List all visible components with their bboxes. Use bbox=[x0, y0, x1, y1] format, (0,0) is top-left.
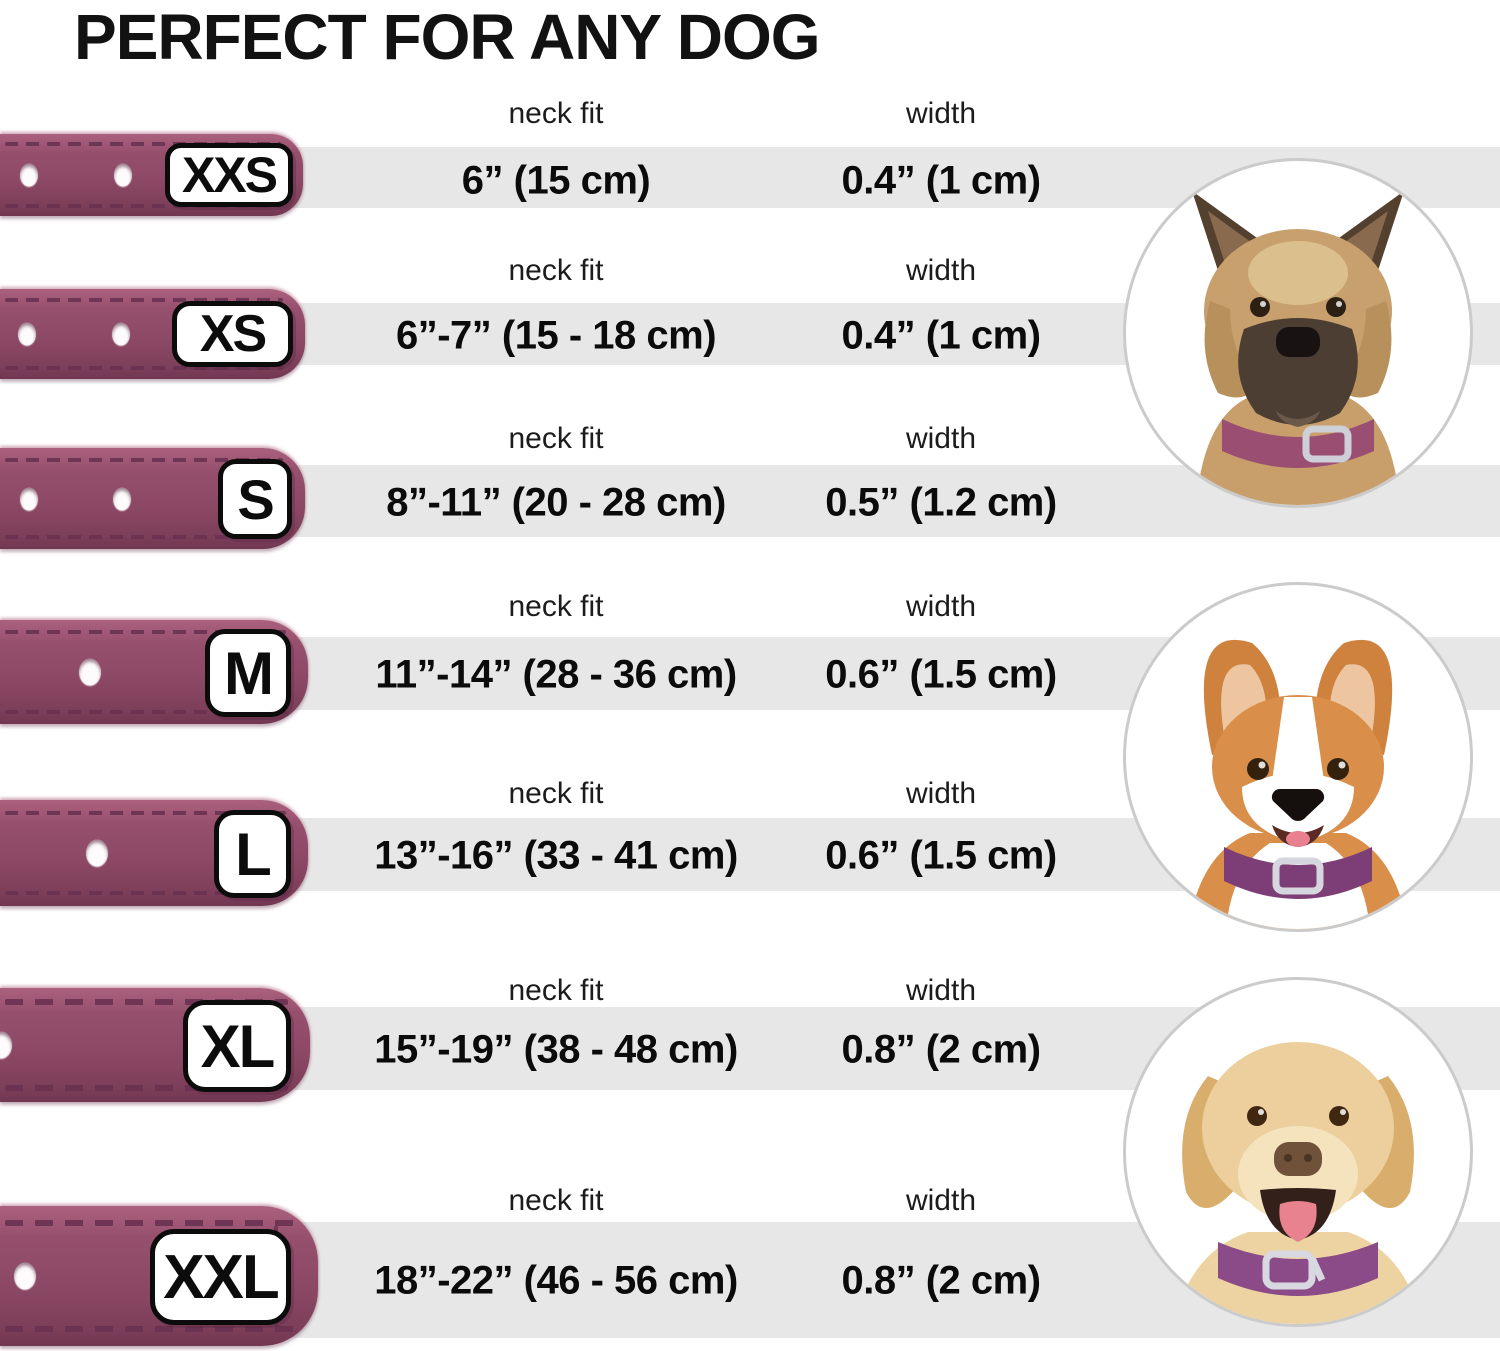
column-header-neck-fit: neck fit bbox=[508, 97, 604, 130]
corgi-illustration bbox=[1188, 639, 1408, 929]
stitch-line bbox=[5, 630, 286, 635]
size-tag-m: M bbox=[205, 629, 291, 717]
size-tag-xxl: XXL bbox=[150, 1229, 291, 1325]
column-header-width: width bbox=[905, 777, 977, 810]
collar-hole bbox=[18, 322, 36, 346]
stitch-line bbox=[5, 1220, 296, 1226]
labrador-illustration bbox=[1174, 1042, 1422, 1324]
column-header-width: width bbox=[905, 1184, 977, 1217]
stitch-line bbox=[5, 999, 288, 1006]
stitch-line bbox=[5, 366, 283, 370]
width-value-xs: 0.4” (1 cm) bbox=[841, 313, 1041, 358]
collar-hole bbox=[114, 163, 132, 187]
width-value-xxl: 0.8” (2 cm) bbox=[841, 1258, 1041, 1303]
stitch-line bbox=[5, 534, 283, 539]
collar-hole bbox=[0, 1031, 12, 1059]
dog-photo-small-terrier bbox=[1123, 158, 1473, 508]
stitch-line bbox=[5, 142, 281, 147]
width-value-s: 0.5” (1.2 cm) bbox=[825, 480, 1057, 525]
width-value-m: 0.6” (1.5 cm) bbox=[825, 652, 1057, 697]
column-header-neck-fit: neck fit bbox=[508, 1184, 604, 1217]
neck-fit-value-m: 11”-14” (28 - 36 cm) bbox=[375, 652, 737, 697]
column-header-width: width bbox=[905, 974, 977, 1007]
collar-hole bbox=[113, 487, 131, 510]
stitch-line bbox=[5, 891, 286, 896]
stitch-line bbox=[5, 810, 286, 815]
collar-hole bbox=[112, 322, 130, 346]
size-tag-s: S bbox=[218, 459, 292, 539]
column-header-width: width bbox=[905, 422, 977, 455]
collar-hole bbox=[20, 163, 38, 187]
column-header-width: width bbox=[905, 97, 977, 130]
stitch-line bbox=[5, 458, 283, 463]
dog-photo-labrador bbox=[1123, 977, 1473, 1327]
column-header-width: width bbox=[905, 254, 977, 287]
column-header-width: width bbox=[905, 590, 977, 623]
neck-fit-value-l: 13”-16” (33 - 41 cm) bbox=[374, 833, 738, 878]
collar-hole bbox=[79, 658, 101, 686]
collar-hole bbox=[86, 839, 108, 867]
neck-fit-value-xxl: 18”-22” (46 - 56 cm) bbox=[374, 1258, 738, 1303]
column-header-neck-fit: neck fit bbox=[508, 777, 604, 810]
neck-fit-value-xxs: 6” (15 cm) bbox=[461, 158, 651, 203]
collar-hole bbox=[20, 487, 38, 510]
column-header-neck-fit: neck fit bbox=[508, 254, 604, 287]
neck-fit-value-xs: 6”-7” (15 - 18 cm) bbox=[395, 313, 717, 358]
collar-hole bbox=[14, 1262, 36, 1290]
stitch-line bbox=[5, 298, 283, 302]
column-header-neck-fit: neck fit bbox=[508, 974, 604, 1007]
width-value-xl: 0.8” (2 cm) bbox=[841, 1027, 1041, 1072]
size-tag-xs: XS bbox=[172, 301, 293, 367]
stitch-line bbox=[5, 203, 281, 208]
stitch-line bbox=[5, 1084, 288, 1091]
neck-fit-value-s: 8”-11” (20 - 28 cm) bbox=[386, 480, 726, 525]
stitch-line bbox=[5, 1326, 296, 1332]
neck-fit-value-xl: 15”-19” (38 - 48 cm) bbox=[374, 1027, 738, 1072]
column-header-neck-fit: neck fit bbox=[508, 422, 604, 455]
dog-photo-corgi bbox=[1123, 582, 1473, 932]
width-value-xxs: 0.4” (1 cm) bbox=[841, 158, 1041, 203]
page-title: PERFECT FOR ANY DOG bbox=[74, 1, 820, 73]
column-header-neck-fit: neck fit bbox=[508, 590, 604, 623]
stitch-line bbox=[5, 709, 286, 714]
size-tag-xl: XL bbox=[183, 1000, 291, 1092]
terrier-illustration bbox=[1192, 191, 1404, 505]
width-value-l: 0.6” (1.5 cm) bbox=[825, 833, 1057, 878]
size-tag-xxs: XXS bbox=[165, 143, 293, 207]
size-tag-l: L bbox=[214, 810, 291, 898]
